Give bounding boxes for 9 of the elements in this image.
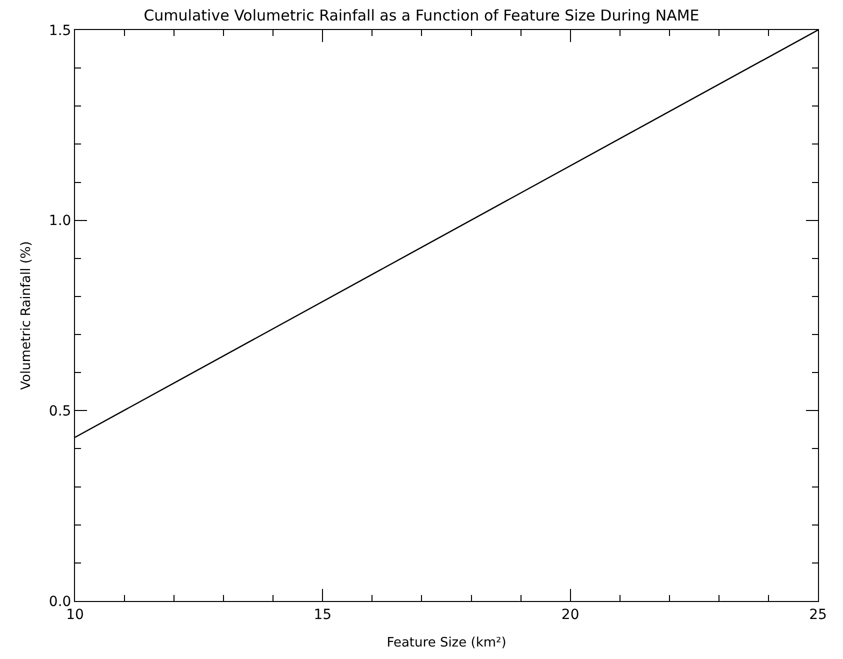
x-axis-title: Feature Size (km²): [386, 635, 506, 650]
x-tick-label: 20: [561, 606, 580, 623]
chart-title: Cumulative Volumetric Rainfall as a Function of Feature Size During NAME: [144, 6, 700, 24]
x-tick-label: 15: [314, 606, 332, 623]
y-tick-label: 0.5: [48, 404, 72, 420]
y-tick-label: 1.0: [48, 213, 72, 230]
y-axis-title: Volumetric Rainfall (%): [18, 241, 34, 390]
x-tick-label: 25: [809, 606, 827, 623]
y-tick-label: 1.5: [48, 22, 72, 39]
